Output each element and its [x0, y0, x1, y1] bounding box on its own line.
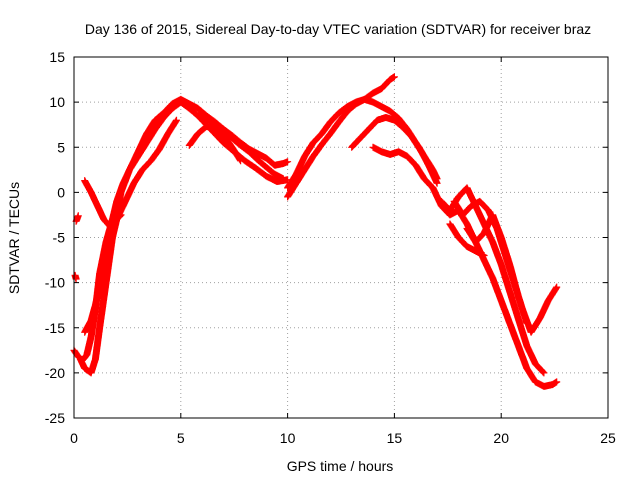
y-tick-label: -10: [45, 275, 65, 291]
chart-title: Day 136 of 2015, Sidereal Day-to-day VTE…: [85, 21, 591, 37]
series-arc-7: [185, 123, 245, 165]
series-arc-6: [71, 271, 80, 283]
x-axis-title: GPS time / hours: [287, 458, 394, 474]
series-arc-3: [81, 211, 125, 336]
series-arc-14: [437, 184, 548, 377]
series-arc-8: [194, 112, 287, 183]
series-arc-16: [463, 211, 531, 327]
y-tick-label: 10: [49, 94, 65, 110]
series-arc-13: [429, 184, 561, 390]
x-tick-label: 10: [280, 430, 296, 446]
x-tick-label: 0: [70, 430, 78, 446]
series-arc-4: [81, 116, 180, 231]
data-series: [70, 73, 561, 390]
y-tick-label: 0: [57, 184, 65, 200]
y-tick-label: -15: [45, 320, 65, 336]
x-axis: 0 5 10 15 20 25: [70, 57, 616, 446]
x-tick-label: 20: [493, 430, 509, 446]
y-tick-label: -20: [45, 365, 65, 381]
y-tick-label: 5: [57, 139, 65, 155]
y-tick-label: -25: [45, 410, 65, 426]
y-tick-label: -5: [53, 230, 66, 246]
x-tick-label: 25: [600, 430, 616, 446]
x-tick-label: 5: [177, 430, 185, 446]
y-tick-label: 15: [49, 49, 65, 65]
series-arc-17: [446, 220, 488, 259]
x-tick-label: 15: [387, 430, 403, 446]
series-arc-12: [369, 143, 437, 192]
series-arc-11: [348, 114, 441, 187]
y-axis-title: SDTVAR / TECUs: [6, 182, 22, 294]
y-axis: 15 10 5 0 -5 -10 -15 -20 -25: [45, 49, 608, 426]
series-arc-5: [72, 212, 82, 225]
